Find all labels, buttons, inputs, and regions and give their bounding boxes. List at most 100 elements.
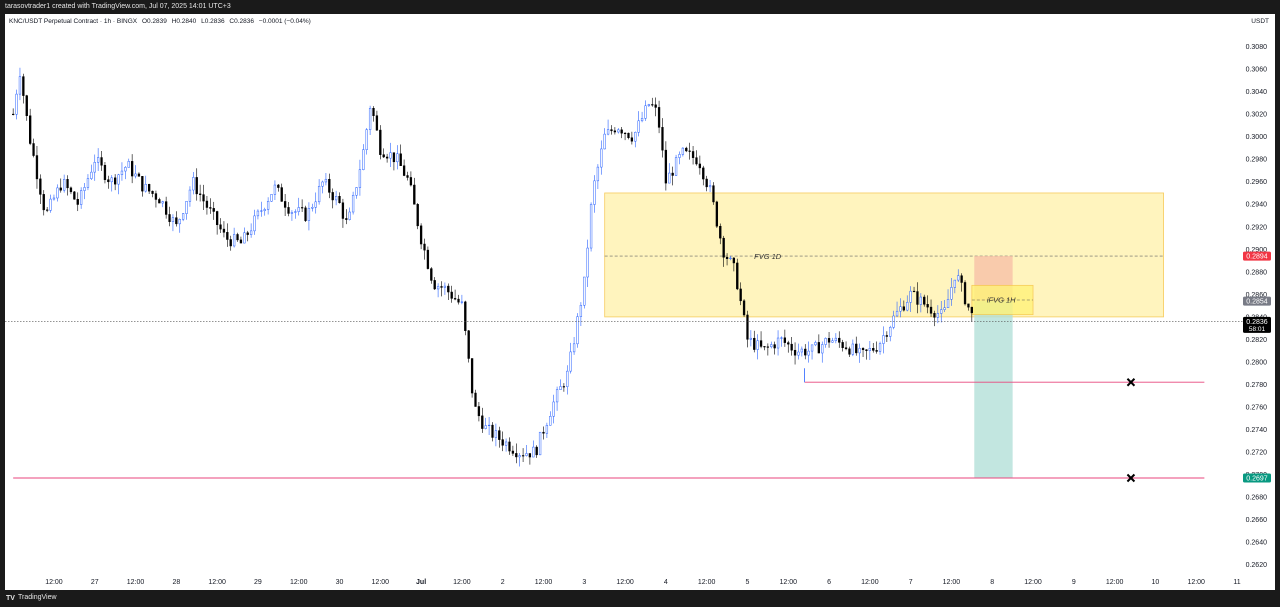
candle-down-body	[562, 386, 566, 388]
candle-up-body	[634, 132, 637, 142]
candle-up-body	[640, 118, 644, 122]
candle-down-body	[22, 76, 25, 96]
x-tick-label: 28	[172, 579, 180, 586]
candle-down-body	[970, 306, 973, 314]
candle-up-body	[273, 184, 277, 195]
candle-down-body	[440, 286, 443, 288]
x-tick-label: 12:00	[535, 579, 553, 586]
candle-down-body	[198, 193, 202, 195]
candle-up-body	[18, 76, 22, 95]
candle-up-body	[586, 247, 589, 278]
candle-up-body	[443, 285, 447, 288]
candle-down-body	[817, 342, 821, 354]
candle-down-body	[76, 199, 79, 205]
y-tick-label: 0.2900	[1246, 247, 1268, 254]
candle-down-body	[46, 209, 49, 211]
candle-up-body	[953, 279, 956, 288]
candle-up-body	[950, 287, 953, 300]
candle-down-body	[423, 243, 426, 251]
candle-down-body	[630, 137, 634, 142]
ifvg-1h-label: iFVG 1H	[987, 296, 1016, 305]
candle-down-body	[280, 187, 283, 202]
candle-down-body	[375, 115, 379, 131]
candle-up-body	[358, 169, 362, 188]
x-tick-label: 12:00	[943, 579, 961, 586]
candle-down-body	[137, 173, 141, 177]
candle-up-body	[603, 133, 606, 150]
candle-down-body	[712, 185, 715, 203]
price-label-text: 0.2854	[1246, 299, 1268, 306]
candle-down-body	[783, 337, 787, 343]
candle-down-body	[379, 129, 382, 155]
x-tick-label: 3	[582, 579, 586, 586]
candle-up-body	[596, 166, 600, 182]
candle-down-body	[141, 176, 144, 192]
candle-down-body	[39, 178, 42, 195]
candle-down-body	[498, 430, 501, 440]
candle-down-body	[838, 337, 841, 343]
chart-frame[interactable]: FVG 1D iFVG 1H 0.3080 0.3060 0.3040 0.3020 0.…	[5, 14, 1275, 590]
candle-up-body	[317, 185, 321, 203]
candle-down-body	[392, 152, 396, 163]
candle-down-body	[219, 224, 222, 230]
candle-down-body	[841, 342, 844, 348]
candle-up-body	[593, 180, 596, 205]
candle-up-body	[617, 129, 620, 133]
candle-down-body	[732, 257, 736, 264]
candle-down-body	[923, 296, 926, 305]
candle-up-body	[134, 173, 137, 177]
candle-down-body	[491, 424, 494, 438]
y-tick-label: 0.2880	[1246, 269, 1268, 276]
x-tick-label: 5	[746, 579, 750, 586]
currency-label[interactable]: USDT	[1251, 18, 1269, 25]
y-tick-label: 0.2640	[1246, 540, 1268, 547]
candle-up-body	[365, 129, 368, 150]
x-tick-label: 30	[336, 579, 344, 586]
candle-up-body	[311, 207, 314, 209]
candle-up-body	[555, 389, 559, 403]
candle-down-body	[528, 453, 532, 458]
candle-down-body	[698, 163, 702, 169]
candle-down-body	[654, 104, 657, 108]
symbol-legend: KNC/USDT Perpetual Contract · 1h · BINGX…	[9, 18, 314, 25]
candle-up-body	[83, 187, 86, 191]
fvg-1d-zone	[604, 192, 1164, 318]
x-tick-label: 9	[1072, 579, 1076, 586]
candle-up-body	[770, 344, 773, 348]
annotation-lines	[5, 321, 1243, 483]
candle-down-body	[107, 179, 110, 183]
candle-down-body	[147, 184, 151, 192]
candle-up-body	[15, 93, 18, 115]
candle-down-body	[430, 268, 433, 281]
legend-symbol: KNC/USDT Perpetual Contract · 1h · BINGX	[9, 18, 138, 25]
x-tick-label: Jul	[416, 579, 426, 586]
candle-up-body	[919, 296, 922, 305]
candle-down-body	[328, 178, 331, 193]
candle-down-body	[164, 201, 168, 215]
candle-down-body	[793, 349, 797, 356]
price-axis: 0.3080 0.3060 0.3040 0.3020 0.3000 0.2980 0.29…	[1243, 44, 1271, 569]
x-tick-label: 12:00	[127, 579, 145, 586]
y-tick-label: 0.2960	[1246, 179, 1268, 186]
x-tick-label: 11	[1233, 579, 1240, 586]
candle-down-body	[657, 107, 661, 128]
candle-up-body	[181, 213, 185, 220]
candle-down-body	[464, 301, 467, 331]
candle-down-body	[283, 201, 287, 208]
candle-down-body	[130, 161, 134, 177]
candle-down-body	[511, 450, 515, 454]
candle-up-body	[681, 147, 685, 155]
candle-up-body	[260, 210, 263, 212]
candle-down-body	[73, 191, 76, 200]
candle-up-body	[851, 343, 854, 355]
candle-down-body	[151, 190, 154, 194]
candle-up-body	[545, 425, 549, 434]
candle-down-body	[844, 347, 848, 350]
y-tick-label: 0.2860	[1246, 292, 1268, 299]
candle-up-body	[253, 215, 256, 232]
tradingview-logo-icon: TV	[6, 595, 15, 602]
x-tick-label: 8	[990, 579, 994, 586]
candle-down-body	[719, 225, 722, 239]
candle-down-body	[35, 155, 39, 180]
